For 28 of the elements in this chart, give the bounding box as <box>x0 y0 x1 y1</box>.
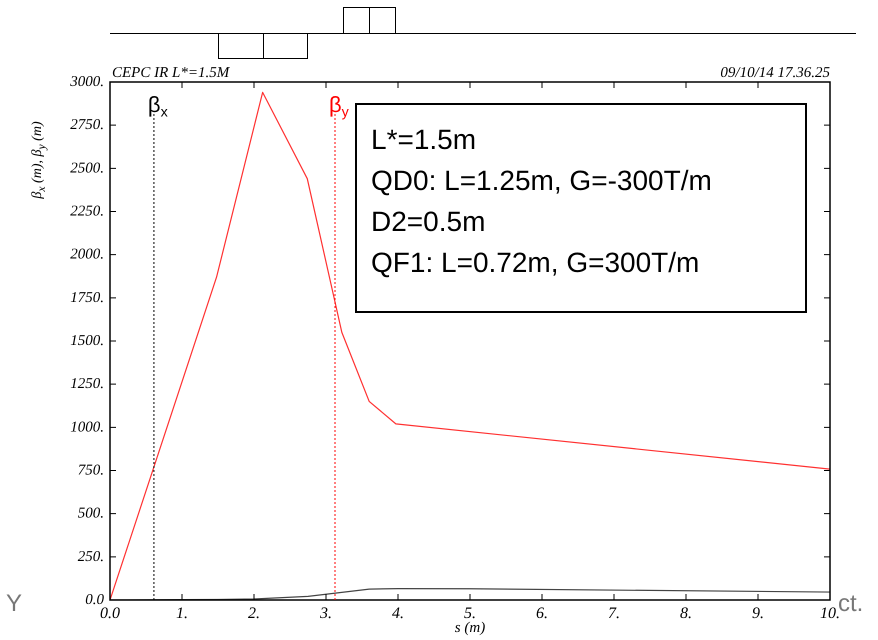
x-tick-label: 2. <box>248 604 260 622</box>
annotation: L*=1.5m QD0: L=1.25m, G=-300T/m D2=0.5m QF1: L=0.72m, G=300T/m <box>355 103 807 313</box>
text: Y <box>6 590 22 618</box>
y-tick-label: 2750. <box>70 117 104 134</box>
y-tick-label: 500. <box>78 506 104 522</box>
y-tick-label: 250. <box>78 548 104 565</box>
x-tick-label: 9. <box>752 604 764 622</box>
y-tick-label: 1250. <box>70 376 104 392</box>
x-tick-label: 1. <box>176 604 188 622</box>
x-tick-label: 4. <box>392 604 404 622</box>
y-tick-label: 1500. <box>70 332 104 349</box>
x-tick-label: 7. <box>608 604 620 622</box>
x-tick-label: 10. <box>820 604 840 622</box>
y-tick-label: 750. <box>78 462 104 478</box>
x-tick-label: 3. <box>319 604 332 622</box>
y-tick-label: 2000. <box>70 246 104 263</box>
chart-title: CEPC IR L*=1.5M <box>112 65 231 81</box>
y-tick-label: 1000. <box>70 419 104 436</box>
text: ct. <box>838 590 864 617</box>
chart-subtitle: 09/10/14 17.36.25 <box>720 65 830 81</box>
y-tick-label: 2500. <box>70 160 104 176</box>
x-tick-label: 5. <box>464 604 476 622</box>
y-tick-label: 3000. <box>69 74 104 90</box>
x-axis-title: s (m) <box>454 620 486 636</box>
x-tick-label: 6. <box>536 604 548 622</box>
x-tick-label: 8. <box>680 604 692 622</box>
y-tick-label: 1750. <box>70 290 104 306</box>
y-tick-label: 2250. <box>70 203 104 220</box>
